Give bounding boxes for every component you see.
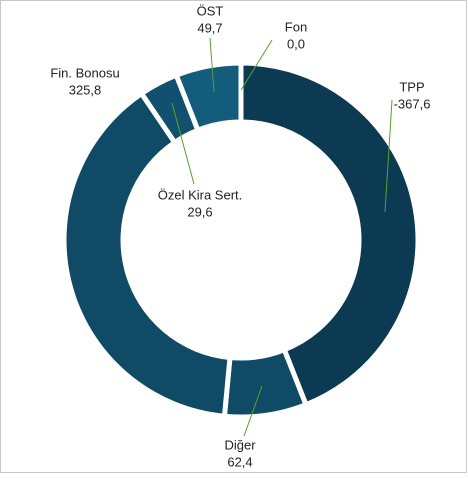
value-label: 325,8 [69, 82, 102, 97]
slice-label: Fin. Bonosu [50, 65, 119, 80]
slice-label: ÖST [197, 3, 224, 18]
leader-line [243, 385, 263, 437]
value-label: 0,0 [287, 36, 305, 51]
leader-line [171, 102, 195, 185]
leader-line [240, 39, 273, 91]
slice-label: Diğer [224, 437, 256, 452]
slice-label: TPP [399, 79, 424, 94]
slice [238, 60, 421, 408]
value-label: 29,6 [187, 204, 212, 219]
value-label: -367,6 [394, 96, 431, 111]
slice-label: Özel Kira Sert. [158, 187, 243, 202]
value-label: 62,4 [227, 454, 252, 469]
leader-line [384, 99, 393, 213]
value-label: 49,7 [197, 20, 222, 35]
slice [61, 90, 233, 419]
slice-label: Fon [285, 19, 307, 34]
leader-line [209, 37, 215, 93]
